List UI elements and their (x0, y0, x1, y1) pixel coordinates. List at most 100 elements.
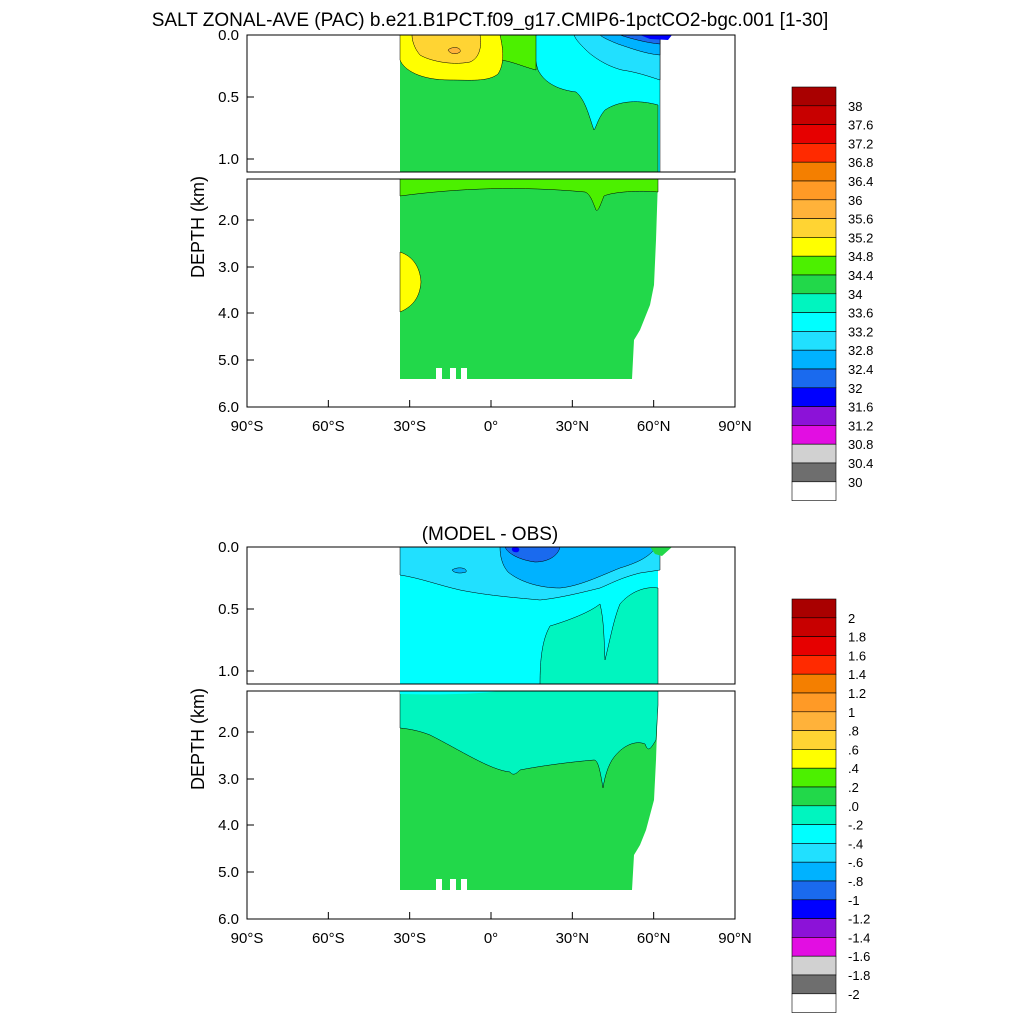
colorbar-label: 30.4 (848, 456, 873, 471)
colorbar-label: -1.8 (848, 968, 870, 983)
colorbar-swatch (791, 655, 837, 675)
colorbar-swatch (791, 462, 837, 483)
colorbar-swatch (791, 425, 837, 445)
colorbar-swatch (791, 843, 837, 863)
colorbar-swatch (791, 443, 837, 464)
y-tick-label: 6.0 (218, 399, 239, 416)
colorbar-swatch (791, 293, 837, 313)
colorbar-swatch (791, 124, 837, 144)
y-tick-label: 0.0 (218, 27, 239, 44)
colorbar-label: 1.2 (848, 686, 866, 701)
colorbar-label: .8 (848, 724, 859, 739)
x-tick-label: 60°N (637, 930, 671, 947)
colorbar-label: 35.2 (848, 230, 873, 245)
y-tick-label: 6.0 (218, 911, 239, 928)
y-tick-label: 3.0 (218, 771, 239, 788)
colorbar-swatch (791, 880, 837, 901)
colorbar-swatch (791, 993, 837, 1013)
colorbar-label: -2 (848, 987, 860, 1002)
colorbar-swatch (791, 143, 837, 163)
colorbar-label: .2 (848, 780, 859, 795)
colorbar-label: -.6 (848, 855, 863, 870)
colorbar-label: .4 (848, 761, 859, 776)
x-tick-label: 60°S (312, 418, 345, 435)
colorbar-label: 31.2 (848, 418, 873, 433)
panel2-colorbar: 21.81.61.41.21.8.6.4.2.0-.2-.4-.6-.8-1-1… (791, 598, 870, 1013)
panel2-subtitle: (MODEL - OBS) (422, 524, 559, 545)
colorbar-label: 1.4 (848, 667, 866, 682)
colorbar-swatch (791, 368, 837, 389)
colorbar-label: -1.4 (848, 930, 870, 945)
colorbar-swatch (791, 331, 837, 351)
colorbar-label: .6 (848, 742, 859, 757)
colorbar-swatch (791, 274, 837, 295)
panel-salinity: 0.0 0.5 1.0 2.0 3.0 4.0 5.0 6.0 90°S 60°S 30°S 0° 30… (188, 27, 873, 501)
x-tick-label: 90°N (718, 930, 752, 947)
colorbar-swatch (791, 937, 837, 957)
x-tick-label: 90°N (718, 418, 752, 435)
contour-fill-upper-2 (399, 546, 672, 685)
y-axis-label: DEPTH (km) (188, 688, 208, 790)
colorbar-swatch (791, 180, 837, 201)
y-tick-label: 3.0 (218, 259, 239, 276)
colorbar-swatch (791, 692, 837, 713)
y-tick-label: 0.5 (218, 89, 239, 106)
y-tick-label: 1.0 (218, 151, 239, 168)
panel1-colorbar: 38 37.6 37.2 36.8 36.4 36 35.6 35.2 34.8 34.4 34 33… (791, 86, 873, 501)
colorbar-swatch (791, 805, 837, 825)
colorbar-label: 33.6 (848, 306, 873, 321)
colorbar-swatch (791, 481, 837, 501)
colorbar-swatch (791, 918, 837, 938)
colorbar-swatch (791, 786, 837, 807)
colorbar-label: 33.2 (848, 324, 873, 339)
colorbar-label: 1 (848, 705, 855, 720)
y-tick-label: 5.0 (218, 864, 239, 881)
x-tick-label: 60°N (637, 418, 671, 435)
colorbar-label: -1.2 (848, 912, 870, 927)
contour-fill-upper (399, 34, 672, 173)
colorbar-label: 1.8 (848, 630, 866, 645)
y-axis-label: DEPTH (km) (188, 176, 208, 278)
colorbar-swatch (791, 767, 837, 788)
colorbar-label: -.4 (848, 836, 863, 851)
colorbar-swatch (791, 824, 837, 844)
colorbar-swatch (791, 899, 837, 919)
colorbar-swatch (791, 749, 837, 769)
colorbar-label: 32.8 (848, 343, 873, 358)
panel1-upper-frame (246, 34, 736, 173)
colorbar-swatch (791, 237, 837, 257)
y-tick-label: 5.0 (218, 352, 239, 369)
contour-fill-lower (399, 178, 659, 380)
x-tick-label: 30°N (556, 418, 590, 435)
colorbar-label: 37.2 (848, 136, 873, 151)
y-tick-label: 0.0 (218, 539, 239, 556)
colorbar-label: -.8 (848, 874, 863, 889)
x-tick-label: 90°S (231, 418, 264, 435)
colorbar-label: 32 (848, 381, 862, 396)
colorbar-swatch (791, 617, 837, 637)
x-tick-label: 90°S (231, 930, 264, 947)
x-tick-label: 0° (484, 930, 498, 947)
colorbar-swatch (791, 255, 837, 276)
colorbar-label: 30.8 (848, 437, 873, 452)
x-tick-label: 30°S (393, 930, 426, 947)
colorbar-label: 37.6 (848, 118, 873, 133)
colorbar-swatch (791, 86, 837, 107)
x-tick-label: 30°S (393, 418, 426, 435)
colorbar-swatch (791, 861, 837, 882)
colorbar-label: -1 (848, 893, 860, 908)
colorbar-swatch (791, 387, 837, 407)
colorbar-label: -.2 (848, 818, 863, 833)
y-tick-label: 1.0 (218, 663, 239, 680)
colorbar-swatch (791, 349, 837, 370)
x-tick-label: 0° (484, 418, 498, 435)
colorbar-label: 31.6 (848, 400, 873, 415)
panel1-axes: 0.0 0.5 1.0 2.0 3.0 4.0 5.0 6.0 90°S 60°S 30°S 0° 30… (188, 27, 752, 435)
colorbar-label: 38 (848, 99, 862, 114)
colorbar-swatch (791, 199, 837, 219)
colorbar-swatch (791, 636, 837, 656)
colorbar-label: .0 (848, 799, 859, 814)
x-tick-label: 30°N (556, 930, 590, 947)
y-tick-label: 4.0 (218, 305, 239, 322)
panel2-upper-frame (246, 546, 736, 685)
